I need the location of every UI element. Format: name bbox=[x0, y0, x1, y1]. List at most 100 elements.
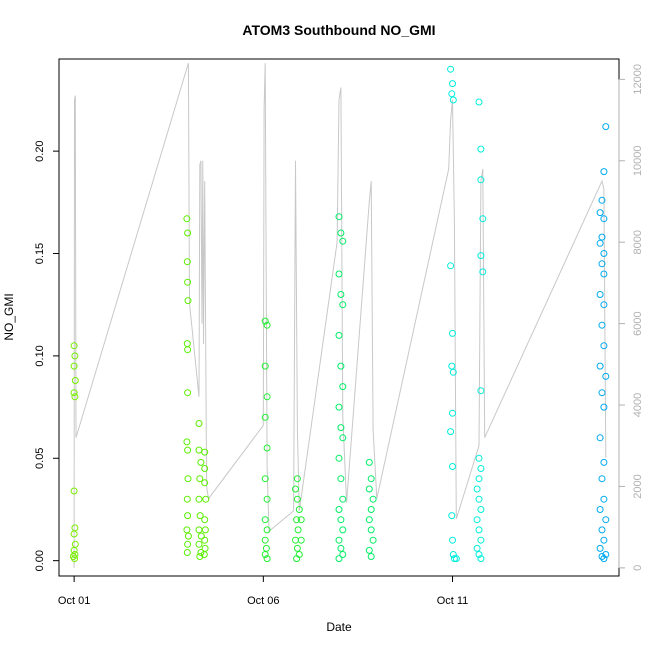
data-point bbox=[602, 551, 610, 558]
data-point bbox=[600, 301, 608, 309]
data-point bbox=[337, 229, 345, 237]
data-point bbox=[70, 530, 78, 538]
data-point bbox=[70, 487, 78, 495]
data-point bbox=[263, 495, 271, 503]
data-point bbox=[201, 536, 209, 544]
chart-title: ATOM3 Southbound NO_GMI bbox=[242, 22, 435, 38]
data-point bbox=[365, 458, 373, 466]
data-point bbox=[449, 551, 457, 558]
data-point bbox=[335, 213, 343, 221]
data-point bbox=[339, 301, 347, 309]
data-point bbox=[477, 506, 485, 513]
y-axis: 0.00 0.05 0.10 0.15 0.20 bbox=[34, 140, 59, 571]
data-point bbox=[335, 403, 343, 411]
data-point bbox=[449, 368, 457, 376]
data-point bbox=[184, 297, 192, 305]
data-point bbox=[600, 403, 608, 411]
data-point bbox=[367, 475, 375, 483]
data-point bbox=[339, 434, 347, 442]
data-point bbox=[475, 495, 483, 503]
data-point bbox=[200, 551, 208, 558]
data-point bbox=[184, 532, 192, 540]
data-point bbox=[475, 475, 483, 483]
y-axis-label: NO_GMI bbox=[2, 293, 16, 340]
data-point bbox=[449, 463, 456, 470]
y-tick-label: 0.05 bbox=[34, 448, 46, 469]
data-point bbox=[598, 321, 606, 329]
y-tick-label: 0.20 bbox=[34, 140, 46, 161]
data-point bbox=[600, 168, 608, 176]
data-point bbox=[335, 506, 343, 513]
data-point bbox=[479, 215, 487, 223]
data-point bbox=[196, 553, 204, 560]
data-point bbox=[477, 145, 485, 153]
data-point bbox=[261, 413, 269, 421]
data-point bbox=[297, 536, 305, 544]
data-point bbox=[450, 555, 458, 563]
data-point bbox=[477, 387, 485, 395]
data-point bbox=[71, 352, 79, 360]
data-point bbox=[339, 526, 347, 534]
data-point bbox=[202, 495, 210, 503]
data-point bbox=[600, 458, 608, 466]
data-point bbox=[184, 229, 192, 237]
data-point bbox=[477, 555, 485, 563]
data-point bbox=[598, 260, 606, 268]
data-point bbox=[477, 536, 485, 544]
data-point bbox=[183, 258, 191, 266]
altitude-trace bbox=[73, 62, 607, 568]
data-point bbox=[475, 98, 483, 106]
data-point bbox=[196, 475, 204, 483]
data-point bbox=[367, 553, 375, 560]
right-tick-label: 8000 bbox=[632, 230, 644, 254]
data-point bbox=[292, 485, 299, 493]
x-tick-label: Oct 11 bbox=[437, 595, 469, 607]
right-tick-label: 12000 bbox=[632, 64, 644, 95]
data-point bbox=[339, 551, 347, 558]
data-point bbox=[261, 536, 269, 544]
data-point bbox=[71, 393, 79, 401]
data-point bbox=[369, 495, 377, 503]
data-point bbox=[339, 237, 347, 245]
data-point bbox=[70, 362, 78, 370]
data-point bbox=[477, 252, 485, 260]
data-point bbox=[262, 544, 270, 552]
data-point bbox=[596, 544, 604, 552]
data-point bbox=[201, 465, 209, 472]
data-point bbox=[261, 551, 269, 558]
data-point bbox=[447, 65, 455, 73]
data-point bbox=[261, 317, 269, 325]
data-point bbox=[369, 536, 377, 544]
data-point bbox=[195, 420, 203, 427]
data-point bbox=[195, 495, 203, 503]
data-point bbox=[337, 516, 345, 524]
right-tick-label: 6000 bbox=[632, 311, 644, 335]
data-point bbox=[473, 516, 481, 524]
data-point bbox=[448, 362, 456, 370]
data-point bbox=[184, 475, 192, 483]
data-point bbox=[600, 215, 608, 223]
data-point bbox=[183, 549, 191, 556]
data-point bbox=[602, 516, 610, 524]
data-point bbox=[602, 123, 610, 131]
data-point bbox=[71, 555, 78, 563]
data-point bbox=[598, 389, 606, 397]
data-point bbox=[197, 549, 205, 556]
data-point bbox=[195, 540, 203, 548]
data-point bbox=[183, 495, 191, 503]
data-point bbox=[71, 377, 79, 384]
data-point bbox=[295, 506, 303, 513]
data-point bbox=[447, 428, 455, 436]
data-point bbox=[184, 389, 192, 397]
data-point bbox=[365, 485, 373, 493]
data-point bbox=[596, 239, 604, 247]
data-point bbox=[335, 270, 343, 278]
data-point bbox=[598, 526, 606, 534]
x-axis: Oct 01 Oct 06 Oct 11 bbox=[58, 575, 469, 607]
data-point bbox=[201, 544, 209, 552]
data-point bbox=[337, 424, 345, 432]
data-point bbox=[183, 215, 191, 223]
data-point bbox=[600, 250, 608, 257]
data-point bbox=[293, 516, 301, 524]
data-point bbox=[201, 516, 209, 524]
